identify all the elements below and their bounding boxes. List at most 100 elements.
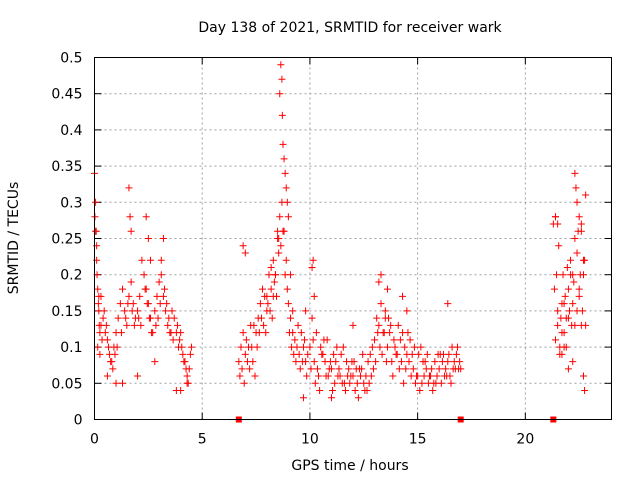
data-point bbox=[575, 292, 583, 300]
data-point bbox=[98, 336, 106, 344]
data-point bbox=[444, 300, 452, 308]
data-point bbox=[567, 271, 575, 279]
data-point bbox=[393, 350, 401, 358]
data-point bbox=[307, 365, 315, 373]
data-point bbox=[390, 336, 398, 344]
data-point bbox=[337, 350, 345, 358]
data-point bbox=[122, 314, 130, 322]
data-point bbox=[267, 285, 275, 293]
data-point bbox=[284, 213, 292, 221]
data-point bbox=[249, 358, 257, 366]
data-point bbox=[287, 271, 295, 279]
data-point bbox=[557, 314, 565, 322]
data-point bbox=[96, 350, 104, 358]
data-point bbox=[237, 343, 245, 351]
y-tick-label: 0.2 bbox=[60, 268, 82, 284]
data-point bbox=[573, 249, 581, 257]
data-point bbox=[257, 314, 265, 322]
data-point bbox=[279, 140, 287, 148]
data-point bbox=[176, 336, 184, 344]
data-point bbox=[162, 307, 170, 315]
data-point bbox=[567, 256, 575, 264]
data-point bbox=[553, 271, 561, 279]
data-point bbox=[418, 379, 426, 387]
data-point bbox=[152, 321, 160, 329]
data-point bbox=[438, 358, 446, 366]
data-point bbox=[138, 256, 146, 264]
data-point bbox=[145, 314, 153, 322]
data-point bbox=[137, 321, 145, 329]
data-point bbox=[433, 372, 441, 380]
x-tick-label: 5 bbox=[198, 432, 207, 448]
data-point bbox=[298, 358, 306, 366]
data-point bbox=[349, 321, 357, 329]
data-point bbox=[313, 365, 321, 373]
data-point bbox=[378, 350, 386, 358]
data-point bbox=[558, 350, 566, 358]
data-point bbox=[435, 365, 443, 373]
data-point bbox=[429, 387, 437, 395]
data-point bbox=[551, 336, 559, 344]
data-point bbox=[130, 321, 138, 329]
data-point bbox=[282, 184, 290, 192]
data-point bbox=[400, 379, 408, 387]
data-point bbox=[147, 256, 155, 264]
data-point bbox=[428, 365, 436, 373]
data-point bbox=[443, 372, 451, 380]
data-point bbox=[381, 314, 389, 322]
data-point bbox=[156, 300, 164, 308]
data-point bbox=[242, 336, 250, 344]
data-point bbox=[351, 387, 359, 395]
data-point bbox=[92, 198, 100, 206]
data-point bbox=[168, 307, 176, 315]
data-point bbox=[270, 278, 278, 286]
data-point bbox=[287, 314, 295, 322]
data-point bbox=[95, 292, 103, 300]
data-point bbox=[124, 300, 132, 308]
data-point bbox=[141, 285, 149, 293]
data-point bbox=[308, 314, 316, 322]
data-point bbox=[365, 379, 373, 387]
data-point bbox=[451, 365, 459, 373]
data-point bbox=[178, 343, 186, 351]
data-point bbox=[128, 307, 136, 315]
data-point bbox=[274, 227, 282, 235]
data-point bbox=[554, 220, 562, 228]
y-tick-label: 0.4 bbox=[60, 123, 82, 139]
data-point bbox=[263, 292, 271, 300]
data-point bbox=[301, 336, 309, 344]
y-tick-label: 0.3 bbox=[60, 195, 82, 211]
data-point bbox=[572, 184, 580, 192]
data-point bbox=[371, 336, 379, 344]
data-point bbox=[361, 387, 369, 395]
y-tick-label: 0.1 bbox=[60, 340, 82, 356]
data-point bbox=[125, 184, 133, 192]
data-point bbox=[259, 285, 267, 293]
data-point bbox=[410, 343, 418, 351]
data-point bbox=[267, 263, 275, 271]
y-tick-label: 0.25 bbox=[51, 232, 82, 248]
data-point bbox=[554, 307, 562, 315]
data-point bbox=[173, 321, 181, 329]
data-point bbox=[97, 321, 105, 329]
data-point bbox=[94, 300, 102, 308]
data-point bbox=[453, 343, 461, 351]
data-point bbox=[253, 343, 261, 351]
data-point bbox=[288, 343, 296, 351]
data-point bbox=[275, 249, 283, 257]
x-tick-label: 20 bbox=[516, 432, 534, 448]
data-point bbox=[560, 343, 568, 351]
data-point bbox=[136, 292, 144, 300]
data-point bbox=[135, 314, 143, 322]
data-point bbox=[148, 329, 156, 337]
data-point bbox=[277, 61, 285, 69]
data-point bbox=[554, 321, 562, 329]
data-point bbox=[402, 365, 410, 373]
data-point bbox=[374, 329, 382, 337]
data-point bbox=[573, 198, 581, 206]
data-point bbox=[157, 256, 165, 264]
data-point bbox=[271, 271, 279, 279]
data-point bbox=[304, 350, 312, 358]
data-point bbox=[140, 271, 148, 279]
data-point bbox=[397, 358, 405, 366]
